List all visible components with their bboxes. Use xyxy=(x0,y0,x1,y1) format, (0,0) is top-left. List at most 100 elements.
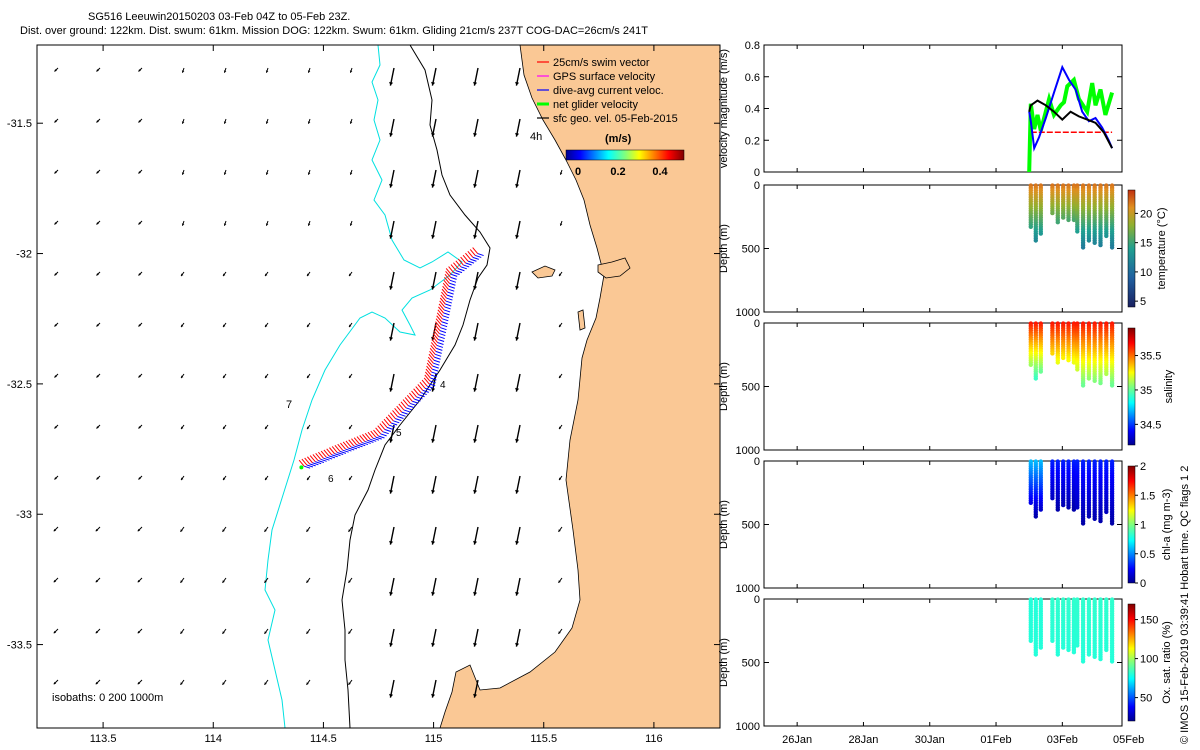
swim-vector xyxy=(424,371,431,379)
geo-velocity-arrowhead xyxy=(515,234,520,239)
geo-velocity-arrowhead xyxy=(389,234,394,239)
panel-y-tick-label: 0.8 xyxy=(745,40,760,52)
profile-sample-point xyxy=(1033,238,1039,243)
geo-velocity-arrowhead xyxy=(137,579,141,583)
swim-vector xyxy=(442,282,449,290)
swim-vector xyxy=(323,449,330,457)
geo-velocity-arrowhead xyxy=(96,69,99,72)
dac-vector xyxy=(353,445,360,449)
panel-colorbar-tick-label: 10 xyxy=(1140,267,1152,279)
swim-vector xyxy=(345,440,352,448)
dac-vector xyxy=(458,268,465,272)
geo-velocity-arrowhead xyxy=(95,681,99,685)
geo-velocity-arrowhead xyxy=(138,426,141,429)
geo-velocity-arrowhead xyxy=(307,121,311,124)
geo-velocity-arrowhead xyxy=(515,81,520,86)
geo-velocity-arrowhead xyxy=(559,223,563,226)
geo-velocity-arrowhead xyxy=(181,324,184,328)
profile-sample-point xyxy=(1075,229,1080,234)
panel-y-tick-label: 0.4 xyxy=(745,104,760,116)
swim-vector xyxy=(436,312,443,320)
dac-vector xyxy=(445,300,453,304)
panel-y-tick-label: 1000 xyxy=(736,583,760,595)
geo-velocity-arrowhead xyxy=(54,69,57,72)
geo-velocity-arrowhead xyxy=(223,70,227,73)
swim-vector xyxy=(406,394,413,402)
map-x-tick-label: 113.5 xyxy=(90,733,117,745)
geo-velocity-arrowhead xyxy=(181,426,184,430)
swim-vector xyxy=(431,339,438,346)
swim-vector xyxy=(329,447,335,454)
swim-vector xyxy=(439,300,446,308)
swim-vector xyxy=(387,414,394,422)
swim-vector xyxy=(367,431,374,439)
swim-vector xyxy=(424,374,431,382)
geo-velocity-arrowhead xyxy=(265,324,268,328)
geo-velocity-arrowhead xyxy=(559,273,562,277)
geo-velocity-arrowhead xyxy=(431,540,436,545)
swim-vector xyxy=(396,405,403,413)
geo-velocity-arrowhead xyxy=(54,477,57,480)
dac-vector xyxy=(405,407,413,411)
profile-sample-point xyxy=(1098,656,1103,662)
swim-vector xyxy=(465,252,471,260)
geo-velocity-arrowhead xyxy=(389,183,394,188)
dac-vector xyxy=(437,341,444,345)
profile-sample-point xyxy=(1050,496,1055,501)
dac-vector xyxy=(442,315,450,319)
swim-vector xyxy=(298,459,305,467)
panel-colorbar xyxy=(1127,327,1136,446)
geo-velocity-arrowhead xyxy=(54,426,57,429)
profile-sample-point xyxy=(1066,647,1071,653)
swim-vector xyxy=(320,450,327,458)
geo-velocity-arrowhead xyxy=(431,132,436,137)
profile-sample-point xyxy=(1075,367,1080,372)
dac-vector xyxy=(414,398,421,402)
geo-velocity-arrowhead xyxy=(265,477,268,481)
panel-y-axis-label: Depth (m) xyxy=(718,362,730,411)
geo-velocity-arrowhead xyxy=(307,172,311,175)
geo-velocity-arrowhead xyxy=(558,580,561,583)
geo-velocity-arrowhead xyxy=(222,631,225,634)
map-panel: 113.5 114 114.5 115 115.5 116 -31.5 -32 -32.5 -33… xyxy=(7,44,721,745)
map-y-tick-label: -33.5 xyxy=(7,640,32,652)
dac-vector xyxy=(309,463,316,467)
map-y-tick-label: -32.5 xyxy=(7,379,32,391)
dac-vector xyxy=(477,253,484,257)
geo-velocity-arrowhead xyxy=(349,324,352,328)
annotation-6: 6 xyxy=(328,474,334,485)
dac-vector xyxy=(472,256,479,260)
dac-vector xyxy=(364,440,371,444)
panel-colorbar-tick-label: 2 xyxy=(1140,461,1146,473)
panel-colorbar-tick-label: 20 xyxy=(1140,208,1152,220)
swim-vector xyxy=(429,347,436,355)
profile-sample-point xyxy=(1109,659,1115,664)
geo-velocity-arrowhead xyxy=(431,693,436,698)
geo-velocity-arrowhead xyxy=(138,120,141,123)
geo-velocity-arrowhead xyxy=(180,682,183,685)
swim-vector xyxy=(390,412,396,419)
panel-y-tick-label: 0 xyxy=(754,456,760,468)
annotation-4: 4 xyxy=(440,380,446,391)
geo-velocity-arrowhead xyxy=(307,223,311,226)
panel-colorbar-label: Ox. sat. ratio (%) xyxy=(1161,621,1173,704)
geo-velocity-arrowhead xyxy=(222,529,225,532)
dac-vector xyxy=(384,429,391,432)
swim-vector xyxy=(383,418,390,426)
profile-sample-point xyxy=(1066,217,1071,223)
panel-y-tick-label: 500 xyxy=(742,244,760,256)
geo-velocity-arrowhead xyxy=(431,234,436,239)
dac-vector xyxy=(348,447,355,451)
dac-vector xyxy=(334,453,341,457)
dac-vector xyxy=(440,327,447,331)
swim-vector xyxy=(304,457,311,465)
swim-vector xyxy=(427,356,434,364)
swim-vector xyxy=(381,421,388,428)
swim-vector xyxy=(326,448,333,456)
dac-vector xyxy=(435,350,442,354)
geo-velocity-arrowhead xyxy=(138,477,141,480)
geo-velocity-arrowhead xyxy=(138,69,141,72)
geo-velocity-arrowhead xyxy=(181,375,184,379)
swim-vector xyxy=(427,359,434,367)
dac-vector xyxy=(391,422,398,426)
